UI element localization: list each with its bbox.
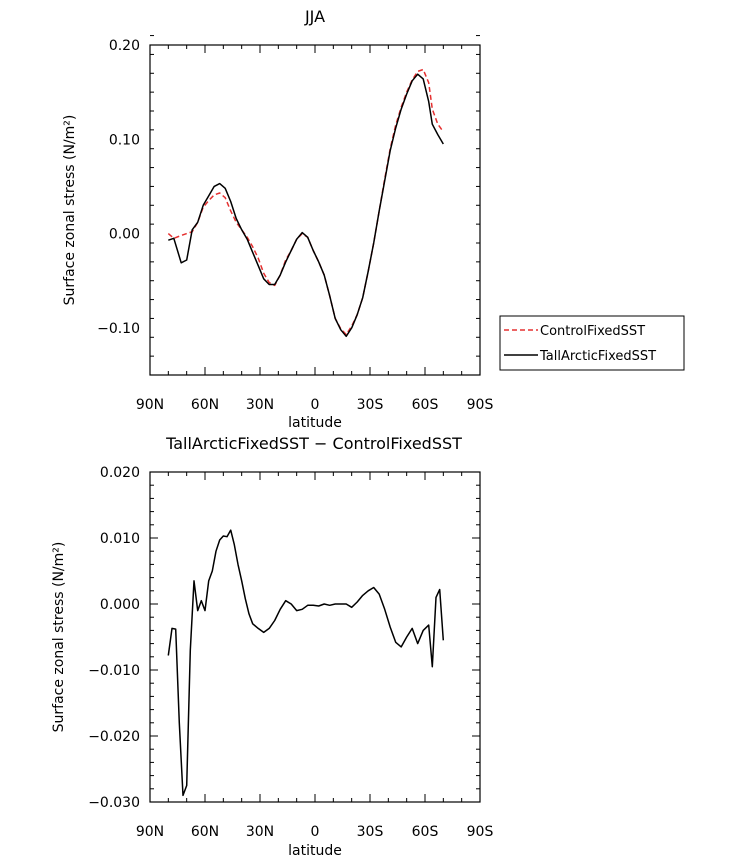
- top-ticks: [149, 35, 481, 376]
- bottom-y-tick-label: 0.000: [100, 597, 140, 613]
- bottom-x-tick-labels: 90N 60N 30N 0 30S 60S 90S: [136, 824, 494, 840]
- bottom-y-tick-label: 0.010: [100, 531, 140, 547]
- bottom-x-tick-label: 60N: [191, 824, 219, 840]
- bottom-y-axis-label: Surface zonal stress (N/m²): [51, 542, 67, 733]
- legend-label-tallarctic: TallArcticFixedSST: [539, 349, 656, 364]
- bottom-y-tick-label: 0.020: [100, 465, 140, 481]
- bottom-x-tick-label: 60S: [412, 824, 439, 840]
- bottom-chart-title: TallArcticFixedSST − ControlFixedSST: [165, 434, 462, 453]
- bottom-y-tick-labels: 0.020 0.010 0.000 −0.010 −0.020 −0.030: [88, 465, 140, 811]
- bottom-x-tick-label: 0: [311, 824, 320, 840]
- top-y-axis-label: Surface zonal stress (N/m²): [62, 115, 78, 306]
- bottom-series-line-0: [167, 529, 445, 797]
- top-x-axis-label: latitude: [288, 415, 342, 431]
- bottom-x-tick-label: 30N: [246, 824, 274, 840]
- bottom-series-lines: [167, 529, 445, 797]
- top-chart-title: JJA: [304, 7, 325, 26]
- top-series-line-1: [168, 73, 444, 338]
- bottom-plot-frame: [149, 471, 481, 803]
- top-x-tick-label: 0: [311, 397, 320, 413]
- bottom-ticks: [149, 471, 481, 803]
- top-x-tick-label: 90S: [467, 397, 494, 413]
- legend: ControlFixedSST TallArcticFixedSST: [499, 315, 685, 371]
- top-y-tick-label: 0.20: [109, 38, 140, 54]
- top-x-tick-label: 60N: [191, 397, 219, 413]
- top-x-tick-labels: 90N 60N 30N 0 30S 60S 90S: [136, 397, 494, 413]
- top-y-tick-label: −0.10: [97, 321, 140, 337]
- top-y-tick-labels: 0.20 0.10 0.00 −0.10: [97, 38, 140, 337]
- legend-box: [499, 315, 685, 371]
- bottom-panel: TallArcticFixedSST − ControlFixedSST 90N…: [51, 434, 493, 859]
- top-x-tick-label: 60S: [412, 397, 439, 413]
- bottom-x-tick-label: 90S: [467, 824, 494, 840]
- top-x-tick-label: 30S: [357, 397, 384, 413]
- top-plot-frame: [149, 44, 481, 376]
- top-y-tick-label: 0.10: [109, 132, 140, 148]
- bottom-y-tick-label: −0.020: [88, 729, 140, 745]
- legend-label-control: ControlFixedSST: [540, 324, 645, 339]
- top-x-tick-label: 90N: [136, 397, 164, 413]
- top-series-lines: [167, 68, 444, 338]
- bottom-x-tick-label: 90N: [136, 824, 164, 840]
- top-series-line-0: [167, 68, 444, 336]
- top-panel: JJA 90N 60N 30N 0 30S 60S 90S 0.20 0.10 0.00 −0.1…: [62, 7, 685, 431]
- bottom-y-tick-label: −0.010: [88, 663, 140, 679]
- top-x-tick-label: 30N: [246, 397, 274, 413]
- bottom-x-tick-label: 30S: [357, 824, 384, 840]
- bottom-y-tick-label: −0.030: [88, 795, 140, 811]
- bottom-x-axis-label: latitude: [288, 843, 342, 859]
- top-y-tick-label: 0.00: [109, 227, 140, 243]
